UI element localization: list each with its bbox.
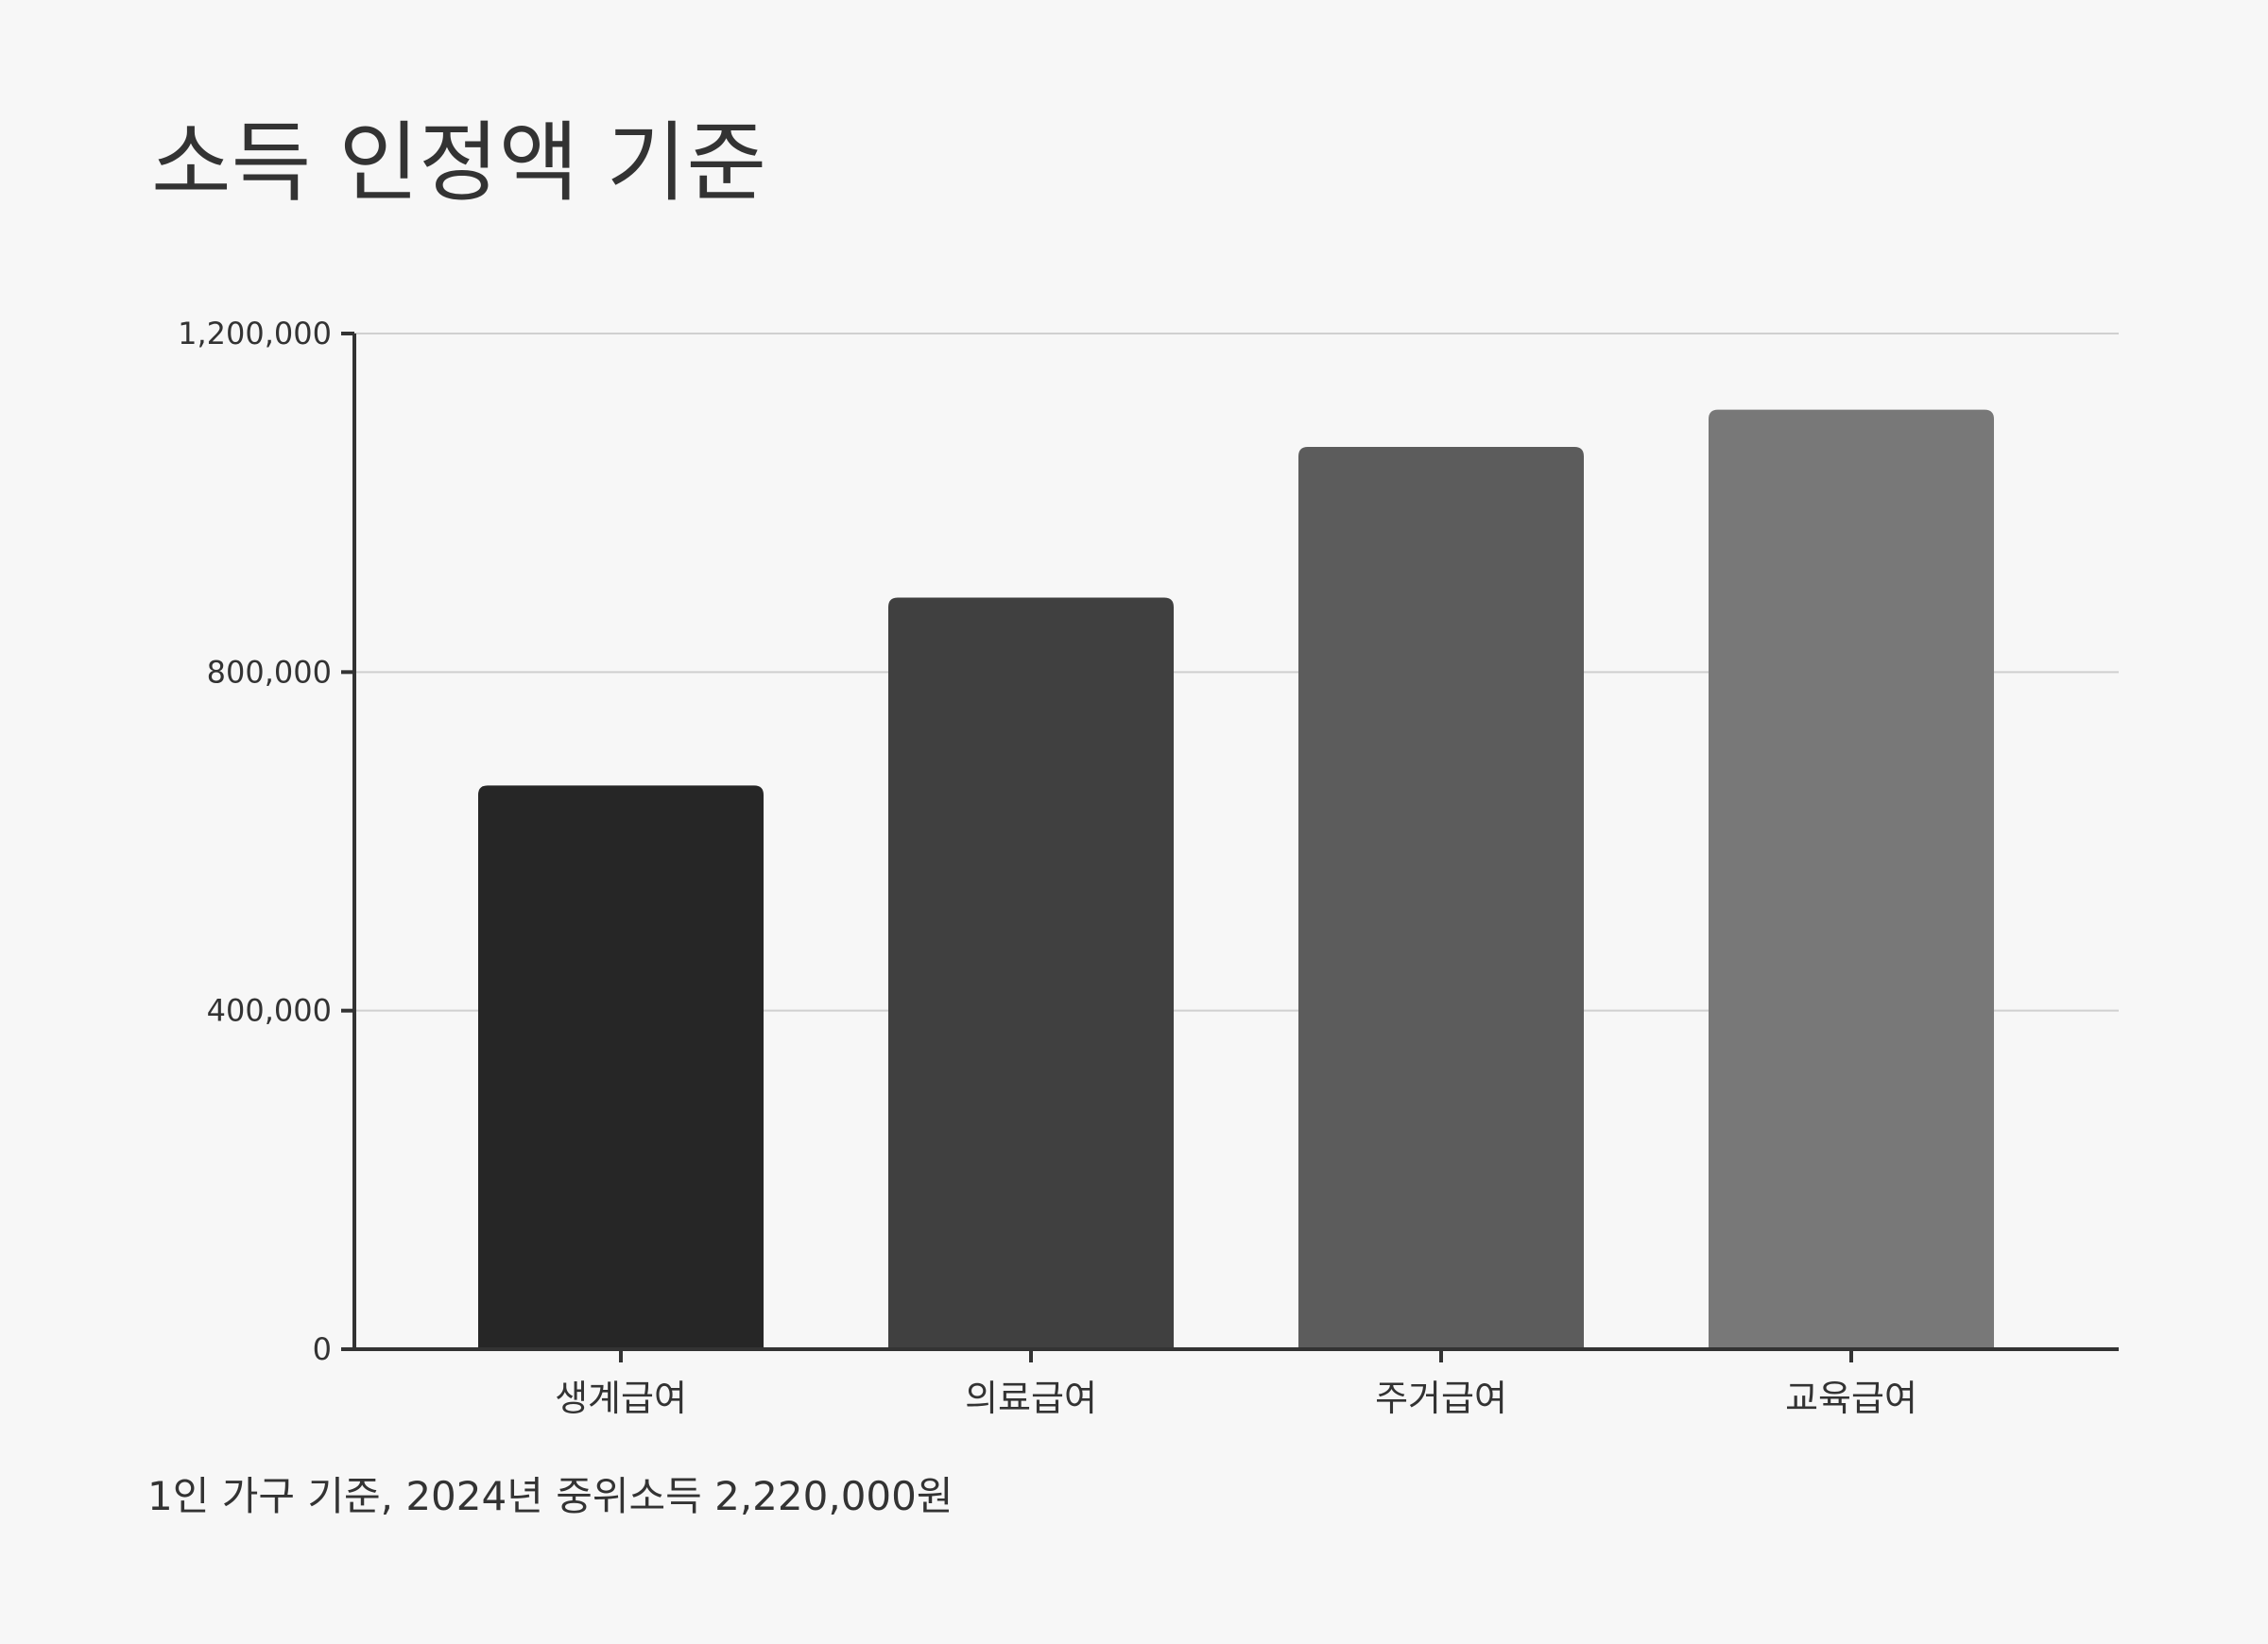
bars: [478, 409, 1994, 1350]
x-category-label: 생계급여: [555, 1378, 687, 1419]
bar-3: [1298, 447, 1584, 1350]
y-tick-label: 400,000: [207, 993, 332, 1029]
y-tick-label: 1,200,000: [178, 316, 332, 351]
bar-2: [888, 597, 1174, 1349]
x-category-label: 의료급여: [965, 1378, 1097, 1419]
x-category-label: 교육급여: [1785, 1378, 1917, 1419]
y-tick-label: 800,000: [207, 654, 332, 690]
bar-1: [478, 785, 764, 1349]
labels: 0 400,000 800,000 1,200,000 생계급여 의료급여 주거급여 교육급여: [178, 316, 1917, 1419]
bar-4: [1709, 409, 1994, 1349]
footnote: 1인 가구 기준, 2024년 중위소득 2,220,000원: [147, 1473, 954, 1519]
axes: [341, 332, 2119, 1362]
y-tick-label: 0: [313, 1331, 332, 1367]
x-category-label: 주거급여: [1375, 1378, 1507, 1419]
chart-title: 소득 인정액 기준: [151, 112, 766, 214]
